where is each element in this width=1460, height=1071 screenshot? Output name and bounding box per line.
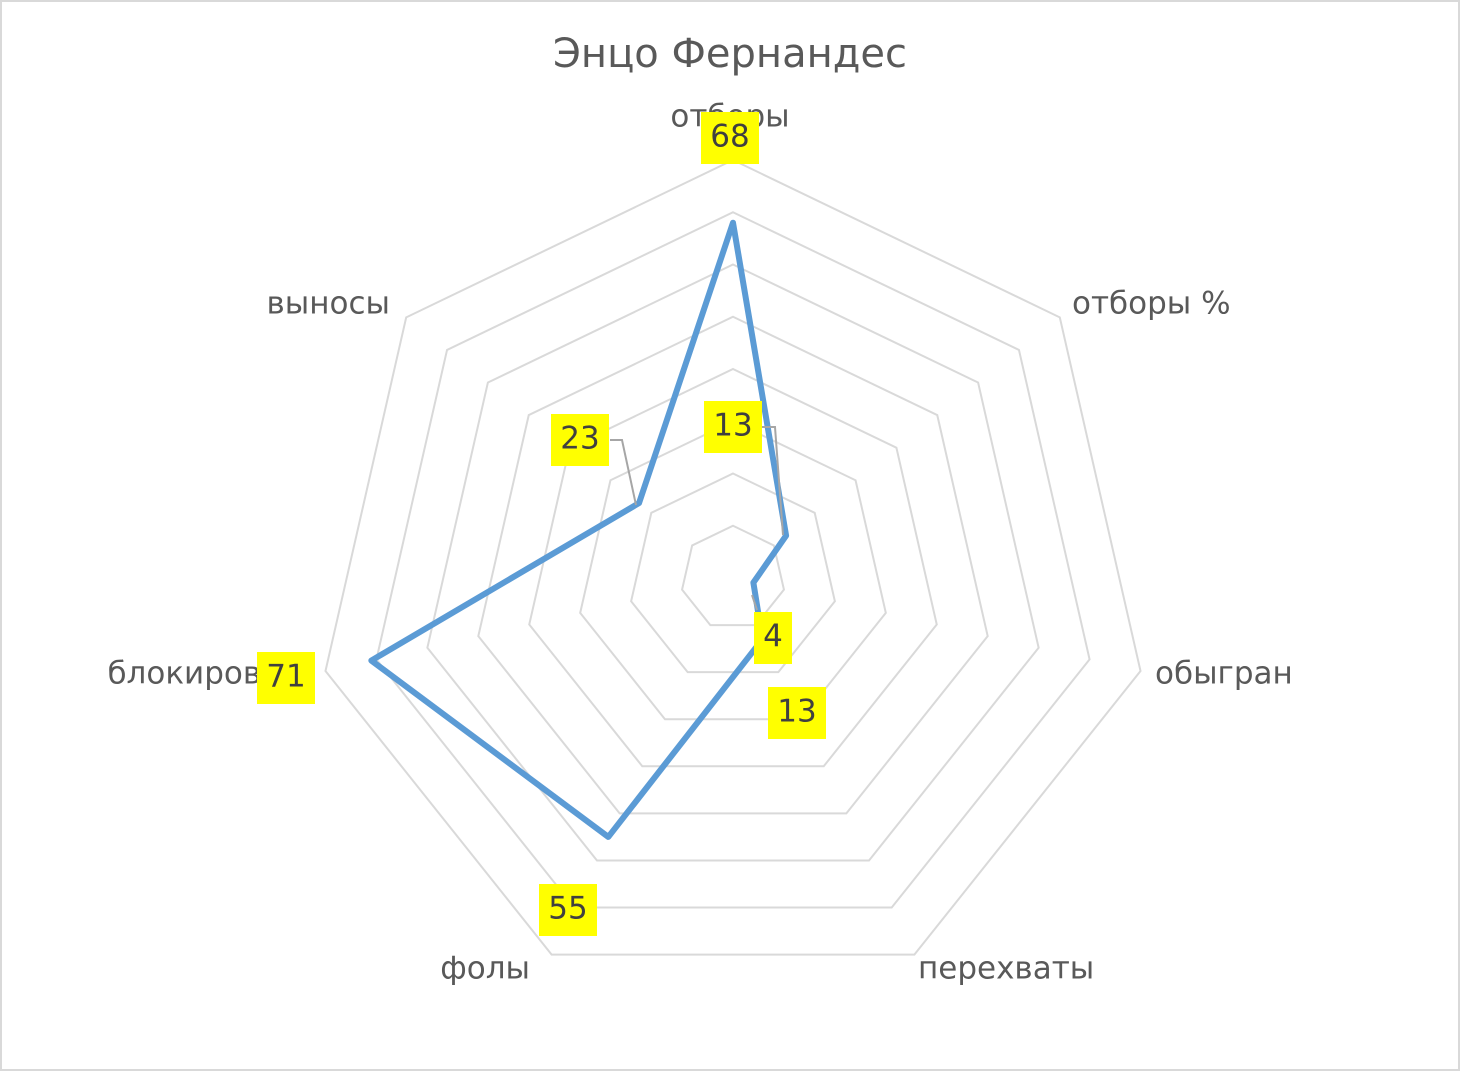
grid-ring: [477, 315, 989, 815]
value-label: 68: [710, 119, 749, 155]
value-label-bg: [704, 401, 762, 453]
leader-line: [610, 439, 637, 506]
axis-label: перехваты: [918, 951, 1094, 987]
grid-ring: [426, 263, 1040, 862]
value-label: 55: [548, 891, 587, 927]
grid-ring: [375, 211, 1091, 909]
value-label-bg: [754, 612, 792, 664]
value-label-bg: [551, 414, 609, 466]
value-label: 13: [777, 694, 816, 730]
value-label: 4: [763, 619, 783, 655]
value-label: 23: [560, 421, 599, 457]
value-label: 13: [713, 408, 752, 444]
axis-label: обыгран: [1155, 656, 1293, 692]
value-label-bg: [539, 884, 597, 936]
axis-label: выносы: [266, 286, 390, 322]
value-label: 71: [266, 659, 305, 695]
grid-ring: [528, 367, 938, 768]
chart-title: Энцо Фернандес: [553, 31, 907, 77]
data-line: [368, 219, 790, 840]
value-label-bg: [701, 112, 759, 164]
value-label-bg: [768, 687, 826, 739]
axis-label: отборы %: [1072, 286, 1231, 322]
leader-line: [751, 594, 758, 611]
axis-label: фолы: [440, 951, 530, 987]
grid-ring: [579, 420, 887, 721]
value-label-bg: [257, 652, 315, 704]
grid-ring: [324, 158, 1142, 956]
leader-line: [762, 426, 784, 536]
